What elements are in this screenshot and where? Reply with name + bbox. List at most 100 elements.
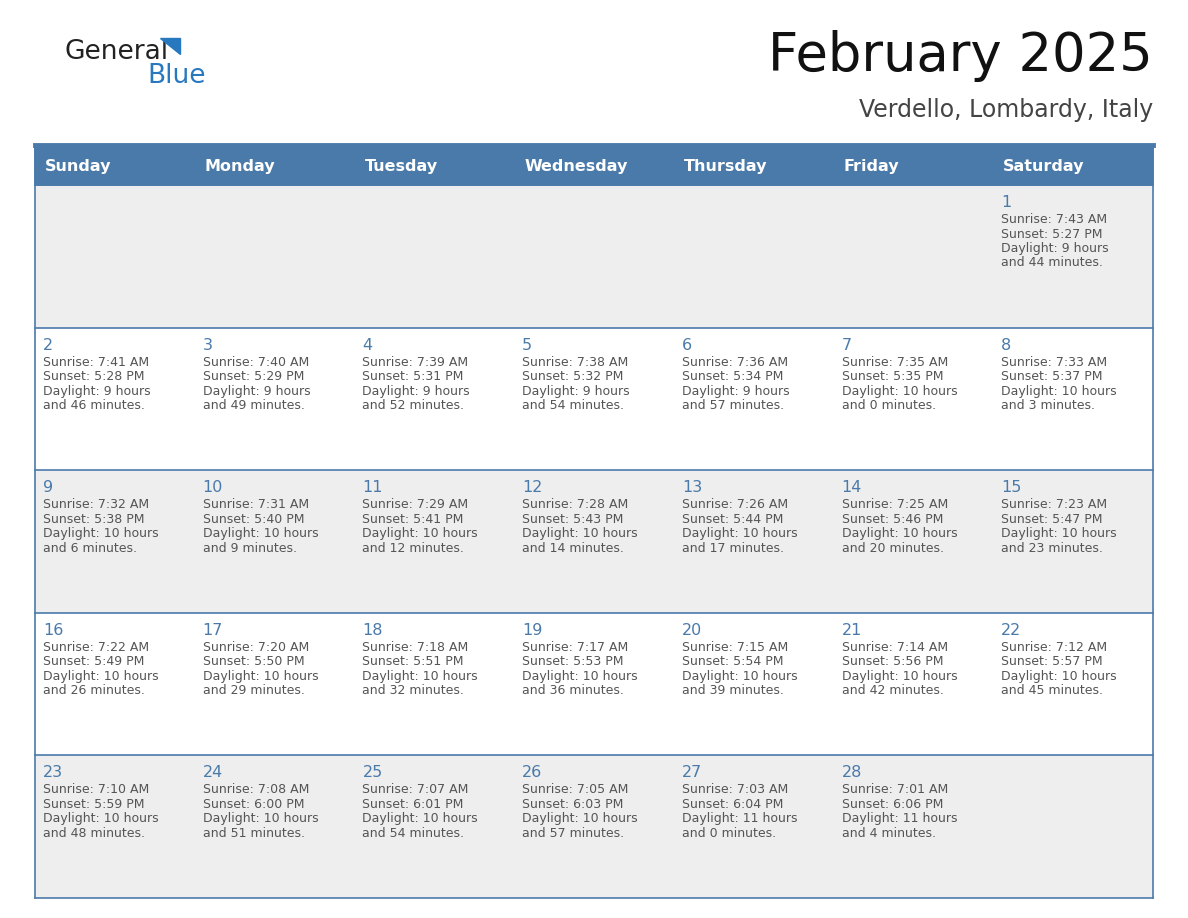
Text: and 20 minutes.: and 20 minutes. <box>841 542 943 554</box>
Text: and 14 minutes.: and 14 minutes. <box>523 542 624 554</box>
Text: Sunrise: 7:31 AM: Sunrise: 7:31 AM <box>203 498 309 511</box>
Text: General: General <box>65 39 169 65</box>
Text: Sunset: 5:47 PM: Sunset: 5:47 PM <box>1001 512 1102 526</box>
FancyBboxPatch shape <box>34 147 195 185</box>
Text: Sunrise: 7:10 AM: Sunrise: 7:10 AM <box>43 783 150 797</box>
Text: Sunrise: 7:40 AM: Sunrise: 7:40 AM <box>203 355 309 369</box>
Text: Tuesday: Tuesday <box>365 159 437 174</box>
FancyBboxPatch shape <box>34 470 1154 613</box>
Text: and 42 minutes.: and 42 minutes. <box>841 684 943 698</box>
Text: Daylight: 10 hours: Daylight: 10 hours <box>203 670 318 683</box>
Text: Monday: Monday <box>204 159 276 174</box>
Text: Daylight: 10 hours: Daylight: 10 hours <box>682 670 797 683</box>
Text: 21: 21 <box>841 622 862 638</box>
FancyBboxPatch shape <box>34 185 1154 328</box>
Text: 20: 20 <box>682 622 702 638</box>
Text: Sunrise: 7:33 AM: Sunrise: 7:33 AM <box>1001 355 1107 369</box>
Text: Daylight: 9 hours: Daylight: 9 hours <box>43 385 151 397</box>
Text: 3: 3 <box>203 338 213 353</box>
Text: Sunrise: 7:28 AM: Sunrise: 7:28 AM <box>523 498 628 511</box>
Text: 16: 16 <box>43 622 63 638</box>
Text: Sunset: 5:28 PM: Sunset: 5:28 PM <box>43 370 145 383</box>
Text: Sunset: 5:31 PM: Sunset: 5:31 PM <box>362 370 463 383</box>
Text: Daylight: 10 hours: Daylight: 10 hours <box>43 527 159 540</box>
Text: and 4 minutes.: and 4 minutes. <box>841 827 936 840</box>
Text: and 17 minutes.: and 17 minutes. <box>682 542 784 554</box>
Text: Daylight: 11 hours: Daylight: 11 hours <box>841 812 958 825</box>
Text: and 52 minutes.: and 52 minutes. <box>362 399 465 412</box>
Text: Thursday: Thursday <box>684 159 767 174</box>
FancyBboxPatch shape <box>34 756 1154 898</box>
Text: Daylight: 10 hours: Daylight: 10 hours <box>841 385 958 397</box>
Text: and 44 minutes.: and 44 minutes. <box>1001 256 1104 270</box>
Text: Sunset: 5:50 PM: Sunset: 5:50 PM <box>203 655 304 668</box>
Text: Daylight: 10 hours: Daylight: 10 hours <box>1001 670 1117 683</box>
Text: 25: 25 <box>362 766 383 780</box>
Text: Sunset: 6:00 PM: Sunset: 6:00 PM <box>203 798 304 811</box>
Text: Sunrise: 7:26 AM: Sunrise: 7:26 AM <box>682 498 788 511</box>
Text: Daylight: 10 hours: Daylight: 10 hours <box>203 812 318 825</box>
Text: 5: 5 <box>523 338 532 353</box>
FancyBboxPatch shape <box>993 147 1154 185</box>
Polygon shape <box>160 38 181 54</box>
Text: 12: 12 <box>523 480 543 495</box>
Text: Sunrise: 7:08 AM: Sunrise: 7:08 AM <box>203 783 309 797</box>
Text: and 45 minutes.: and 45 minutes. <box>1001 684 1104 698</box>
Text: and 46 minutes.: and 46 minutes. <box>43 399 145 412</box>
Text: 27: 27 <box>682 766 702 780</box>
Text: Sunrise: 7:41 AM: Sunrise: 7:41 AM <box>43 355 150 369</box>
Text: and 0 minutes.: and 0 minutes. <box>682 827 776 840</box>
Text: Sunrise: 7:29 AM: Sunrise: 7:29 AM <box>362 498 468 511</box>
Text: Sunset: 5:38 PM: Sunset: 5:38 PM <box>43 512 145 526</box>
Text: Sunday: Sunday <box>45 159 112 174</box>
Text: 4: 4 <box>362 338 373 353</box>
Text: and 48 minutes.: and 48 minutes. <box>43 827 145 840</box>
Text: Blue: Blue <box>147 63 206 89</box>
Text: Daylight: 10 hours: Daylight: 10 hours <box>362 670 478 683</box>
Text: 19: 19 <box>523 622 543 638</box>
Text: Wednesday: Wednesday <box>524 159 627 174</box>
Text: Sunset: 5:32 PM: Sunset: 5:32 PM <box>523 370 624 383</box>
Text: 23: 23 <box>43 766 63 780</box>
Text: 26: 26 <box>523 766 543 780</box>
Text: 22: 22 <box>1001 622 1022 638</box>
Text: Sunset: 5:43 PM: Sunset: 5:43 PM <box>523 512 624 526</box>
Text: Daylight: 9 hours: Daylight: 9 hours <box>1001 242 1108 255</box>
Text: Sunset: 5:27 PM: Sunset: 5:27 PM <box>1001 228 1102 241</box>
FancyBboxPatch shape <box>674 147 834 185</box>
Text: Daylight: 10 hours: Daylight: 10 hours <box>523 812 638 825</box>
Text: and 57 minutes.: and 57 minutes. <box>682 399 784 412</box>
FancyBboxPatch shape <box>354 147 514 185</box>
FancyBboxPatch shape <box>195 147 354 185</box>
Text: 7: 7 <box>841 338 852 353</box>
Text: and 0 minutes.: and 0 minutes. <box>841 399 936 412</box>
Text: Sunrise: 7:01 AM: Sunrise: 7:01 AM <box>841 783 948 797</box>
Text: Sunrise: 7:07 AM: Sunrise: 7:07 AM <box>362 783 469 797</box>
Text: and 54 minutes.: and 54 minutes. <box>362 827 465 840</box>
Text: 15: 15 <box>1001 480 1022 495</box>
Text: Sunset: 5:59 PM: Sunset: 5:59 PM <box>43 798 145 811</box>
Text: 18: 18 <box>362 622 383 638</box>
Text: Sunrise: 7:32 AM: Sunrise: 7:32 AM <box>43 498 150 511</box>
Text: Daylight: 10 hours: Daylight: 10 hours <box>841 670 958 683</box>
Text: Sunrise: 7:36 AM: Sunrise: 7:36 AM <box>682 355 788 369</box>
Text: 9: 9 <box>43 480 53 495</box>
Text: Daylight: 10 hours: Daylight: 10 hours <box>362 527 478 540</box>
Text: and 23 minutes.: and 23 minutes. <box>1001 542 1104 554</box>
Text: Sunrise: 7:14 AM: Sunrise: 7:14 AM <box>841 641 948 654</box>
Text: Daylight: 10 hours: Daylight: 10 hours <box>523 527 638 540</box>
Text: 13: 13 <box>682 480 702 495</box>
Text: and 54 minutes.: and 54 minutes. <box>523 399 624 412</box>
Text: 24: 24 <box>203 766 223 780</box>
Text: Sunset: 6:03 PM: Sunset: 6:03 PM <box>523 798 624 811</box>
Text: Sunset: 6:06 PM: Sunset: 6:06 PM <box>841 798 943 811</box>
Text: Sunrise: 7:35 AM: Sunrise: 7:35 AM <box>841 355 948 369</box>
Text: Sunset: 6:01 PM: Sunset: 6:01 PM <box>362 798 463 811</box>
Text: Daylight: 9 hours: Daylight: 9 hours <box>523 385 630 397</box>
Text: Sunset: 5:49 PM: Sunset: 5:49 PM <box>43 655 145 668</box>
Text: and 49 minutes.: and 49 minutes. <box>203 399 304 412</box>
FancyBboxPatch shape <box>834 147 993 185</box>
Text: Sunset: 5:51 PM: Sunset: 5:51 PM <box>362 655 465 668</box>
Text: Daylight: 10 hours: Daylight: 10 hours <box>43 812 159 825</box>
Text: Verdello, Lombardy, Italy: Verdello, Lombardy, Italy <box>859 98 1154 122</box>
